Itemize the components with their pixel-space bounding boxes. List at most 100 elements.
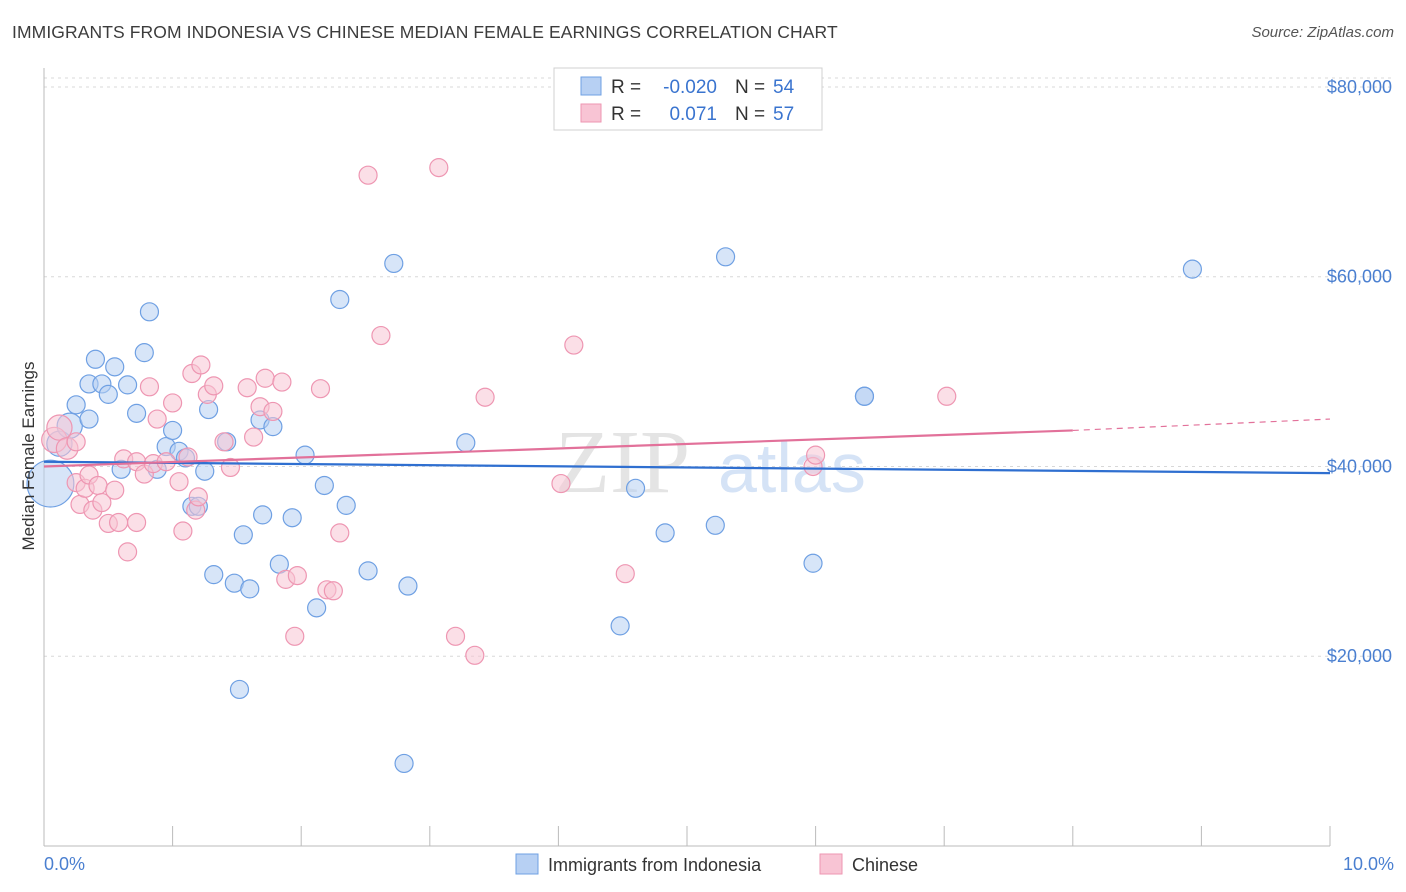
data-point xyxy=(1182,259,1202,279)
data-point xyxy=(126,403,147,423)
data-point xyxy=(188,487,208,507)
bottom-legend-swatch-chinese xyxy=(819,853,843,875)
data-point xyxy=(204,565,224,585)
data-point xyxy=(705,515,725,535)
bottom-legend-label-indonesia: Immigrants from Indonesia xyxy=(548,855,762,875)
data-point xyxy=(625,478,646,498)
data-point xyxy=(191,355,211,375)
data-point xyxy=(105,357,125,377)
data-point xyxy=(139,377,160,397)
data-point xyxy=(314,475,334,496)
series-chinese-points xyxy=(41,158,957,665)
data-point xyxy=(88,475,108,496)
data-point xyxy=(805,445,826,465)
data-point xyxy=(105,480,125,500)
trend-line-indonesia xyxy=(43,460,1331,475)
data-point xyxy=(330,523,350,543)
data-point xyxy=(163,393,183,413)
bottom-legend-swatch-indonesia xyxy=(515,853,539,875)
data-point xyxy=(282,508,302,528)
y-tick-labels: $20,000 $40,000 $60,000 $80,000 xyxy=(1327,77,1392,666)
chart-title: IMMIGRANTS FROM INDONESIA VS CHINESE MED… xyxy=(12,22,838,42)
data-point xyxy=(147,409,167,429)
data-point xyxy=(66,432,86,452)
data-point xyxy=(715,247,736,267)
data-point xyxy=(456,433,476,453)
data-point xyxy=(371,325,391,346)
legend-r-value-chinese: 0.071 xyxy=(669,104,717,125)
data-point xyxy=(244,427,264,447)
y-tick-label: $40,000 xyxy=(1327,456,1392,476)
legend-n-value-indonesia: 54 xyxy=(773,77,795,98)
data-point xyxy=(287,565,307,586)
data-point xyxy=(358,165,378,185)
data-point xyxy=(117,375,138,395)
data-point xyxy=(169,472,189,492)
data-point xyxy=(237,378,257,398)
data-point xyxy=(134,343,154,363)
data-point xyxy=(307,598,327,618)
data-point xyxy=(655,523,675,543)
data-point xyxy=(126,512,147,533)
watermark-zip: ZIP xyxy=(555,413,690,512)
x-tick-label-min: 0.0% xyxy=(44,854,85,874)
trend-line-chinese-extension xyxy=(1072,418,1331,432)
data-point xyxy=(255,368,275,388)
data-point xyxy=(195,461,215,481)
data-point xyxy=(214,432,234,452)
data-point xyxy=(233,525,253,545)
data-point xyxy=(229,679,250,700)
legend-swatch-indonesia xyxy=(580,76,602,96)
data-point xyxy=(475,387,495,407)
bottom-legend: Immigrants from Indonesia Chinese xyxy=(515,853,918,875)
data-point xyxy=(117,542,138,562)
data-point xyxy=(240,579,260,599)
y-tick-label: $20,000 xyxy=(1327,646,1392,666)
trend-lines xyxy=(43,418,1331,475)
y-axis-title: Median Female Earnings xyxy=(19,362,38,551)
data-point xyxy=(85,349,106,369)
legend-n-value-chinese: 57 xyxy=(773,104,794,125)
legend-n-label-chinese: N = xyxy=(735,104,765,125)
data-point xyxy=(79,409,99,429)
data-point xyxy=(465,645,485,665)
data-point xyxy=(92,492,112,513)
data-point xyxy=(394,753,414,774)
gridlines xyxy=(44,77,1392,657)
x-ticks xyxy=(43,826,1331,846)
data-point xyxy=(615,564,635,584)
data-point xyxy=(98,384,118,404)
data-point xyxy=(108,512,129,533)
chart-source: Source: ZipAtlas.com xyxy=(1251,24,1394,41)
data-point xyxy=(445,626,466,646)
data-point xyxy=(937,386,957,406)
data-point xyxy=(384,253,404,274)
y-tick-label: $60,000 xyxy=(1327,267,1392,287)
data-point xyxy=(336,495,356,515)
data-point xyxy=(398,576,418,596)
data-point xyxy=(429,158,449,178)
data-point xyxy=(564,335,584,355)
legend-swatch-chinese xyxy=(580,103,602,123)
data-point xyxy=(66,395,86,415)
data-point xyxy=(330,289,350,310)
data-point xyxy=(551,473,571,494)
data-point xyxy=(358,561,378,581)
data-point xyxy=(163,420,183,441)
data-point xyxy=(263,401,283,422)
y-tick-label: $80,000 xyxy=(1327,77,1392,97)
bottom-legend-label-chinese: Chinese xyxy=(852,855,918,875)
data-point xyxy=(285,626,305,646)
data-point xyxy=(139,302,160,322)
legend-r-label-indonesia: R = xyxy=(611,77,641,98)
data-point xyxy=(803,553,823,573)
data-point xyxy=(295,445,315,465)
legend-r-value-indonesia: -0.020 xyxy=(663,77,717,98)
data-point xyxy=(323,581,343,601)
legend-r-label-chinese: R = xyxy=(611,104,641,125)
legend-n-label-indonesia: N = xyxy=(735,77,765,98)
data-point xyxy=(310,379,331,399)
trend-line-chinese xyxy=(43,429,1073,468)
x-tick-label-max: 10.0% xyxy=(1343,854,1394,874)
